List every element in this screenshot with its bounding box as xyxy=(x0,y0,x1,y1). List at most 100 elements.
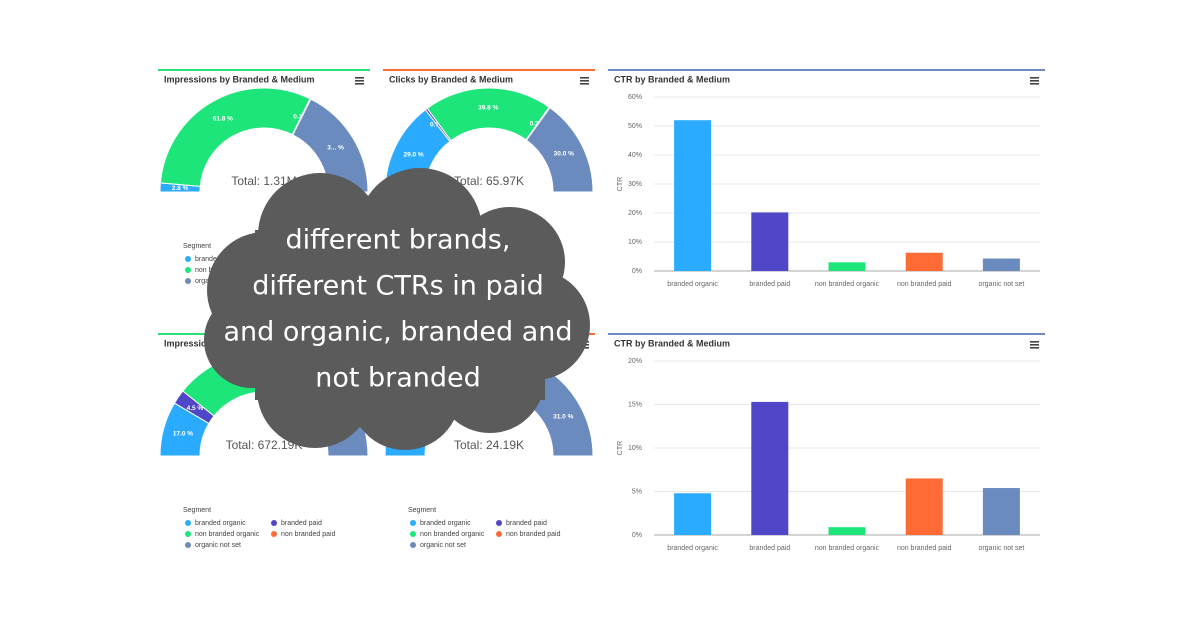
legend-swatch xyxy=(496,531,502,537)
segment-label: 61.8 % xyxy=(213,115,233,122)
bar xyxy=(905,478,943,535)
bar xyxy=(674,493,712,535)
bar xyxy=(982,488,1020,535)
menu-icon xyxy=(355,83,364,85)
legend-swatch xyxy=(410,542,416,548)
y-tick-label: 0% xyxy=(632,532,642,539)
legend-label: non branded paid xyxy=(506,531,561,538)
total-label: Total: 672.19K xyxy=(226,438,303,452)
x-tick-label: non branded paid xyxy=(897,281,952,288)
legend-title: Segment xyxy=(183,507,211,514)
segment-label: 4.5 % xyxy=(187,405,204,412)
cloud-overlay xyxy=(204,168,590,450)
menu-icon xyxy=(580,77,589,79)
menu-icon xyxy=(1030,80,1039,82)
overlay-line: different CTRs in paid xyxy=(252,271,544,302)
legend-swatch xyxy=(185,267,191,273)
y-axis-label: CTR xyxy=(617,441,624,455)
panel-accent xyxy=(158,69,370,71)
y-tick-label: 40% xyxy=(628,152,642,159)
segment-label: 29.0 % xyxy=(403,152,423,159)
panel: CTR by Branded & Medium 0% 10% 20% 30% 40% 50%… xyxy=(608,69,1045,288)
gauge-segment xyxy=(159,87,311,187)
legend-swatch xyxy=(410,520,416,526)
x-tick-label: non branded organic xyxy=(815,281,880,288)
panel-title: Clicks by Branded & Medium xyxy=(389,74,513,84)
y-tick-label: 20% xyxy=(628,210,642,217)
legend-swatch xyxy=(185,520,191,526)
y-tick-label: 60% xyxy=(628,94,642,101)
panel: CTR by Branded & Medium 0% 5% 10% 15% 20% CTR b… xyxy=(608,333,1045,552)
panel: Impressions by Branded & Medium 2.8 % 61.8… xyxy=(158,69,370,285)
y-axis-label: CTR xyxy=(617,177,624,191)
overlay-line: different brands, xyxy=(286,225,511,256)
legend-label: organic not set xyxy=(420,542,466,549)
menu-icon xyxy=(1030,77,1039,79)
legend-label: non branded organic xyxy=(195,531,260,538)
total-label: Total: 65.97K xyxy=(454,174,524,188)
overlay-line: not branded xyxy=(315,363,481,394)
legend-label: branded organic xyxy=(420,520,471,527)
menu-icon xyxy=(1030,341,1039,343)
segment-label: 17.0 % xyxy=(173,431,193,438)
legend-title: Segment xyxy=(408,507,436,514)
gauge-segment xyxy=(525,107,594,193)
total-label: Total: 1.31M xyxy=(231,174,296,188)
panel-title: Impressions by Branded & Medium xyxy=(164,74,315,84)
panel-title: CTR by Branded & Medium xyxy=(614,74,730,84)
x-tick-label: branded organic xyxy=(667,545,718,552)
segment-label: 31.0 % xyxy=(553,413,573,420)
y-tick-label: 10% xyxy=(628,445,642,452)
panel-accent xyxy=(608,333,1045,335)
menu-icon xyxy=(1030,344,1039,346)
panel-accent xyxy=(608,69,1045,71)
segment-label: 0.7 % xyxy=(430,122,447,129)
y-tick-label: 5% xyxy=(632,488,642,495)
menu-icon xyxy=(355,77,364,79)
y-tick-label: 10% xyxy=(628,239,642,246)
legend-swatch xyxy=(185,256,191,262)
bar xyxy=(982,258,1020,271)
legend-label: non branded organic xyxy=(420,531,485,538)
menu-icon xyxy=(580,83,589,85)
y-tick-label: 15% xyxy=(628,401,642,408)
legend-swatch xyxy=(185,531,191,537)
legend-swatch xyxy=(185,542,191,548)
menu-icon xyxy=(1030,83,1039,85)
segment-label: 2.8 % xyxy=(172,185,189,192)
legend-swatch xyxy=(410,531,416,537)
x-tick-label: organic not set xyxy=(978,281,1024,288)
x-tick-label: organic not set xyxy=(978,545,1024,552)
bar xyxy=(828,527,866,535)
legend-swatch xyxy=(496,520,502,526)
bar xyxy=(674,120,712,271)
legend-label: branded paid xyxy=(281,520,322,527)
y-tick-label: 30% xyxy=(628,181,642,188)
overlay-line: and organic, branded and xyxy=(224,317,573,348)
cloud-text: different brands, different CTRs in paid a… xyxy=(224,225,573,394)
x-tick-label: non branded paid xyxy=(897,545,952,552)
segment-label: 3... % xyxy=(327,145,344,152)
x-tick-label: branded paid xyxy=(749,281,790,288)
legend-swatch xyxy=(185,278,191,284)
legend-label: organic not set xyxy=(195,542,241,549)
menu-icon xyxy=(355,80,364,82)
menu-icon xyxy=(580,80,589,82)
cloud-body xyxy=(255,230,545,400)
legend-label: non branded paid xyxy=(281,531,336,538)
legend-label: branded organic xyxy=(195,520,246,527)
x-tick-label: branded paid xyxy=(749,545,790,552)
y-tick-label: 50% xyxy=(628,123,642,130)
x-tick-label: non branded organic xyxy=(815,545,880,552)
legend-label: branded paid xyxy=(506,520,547,527)
bar xyxy=(751,401,789,535)
panel-title: CTR by Branded & Medium xyxy=(614,338,730,348)
bar xyxy=(828,262,866,271)
x-tick-label: branded organic xyxy=(667,281,718,288)
y-tick-label: 20% xyxy=(628,358,642,365)
segment-label: 30.0 % xyxy=(554,151,574,158)
total-label: Total: 24.19K xyxy=(454,438,524,452)
bar xyxy=(751,212,789,271)
segment-label: 39.8 % xyxy=(478,105,498,112)
